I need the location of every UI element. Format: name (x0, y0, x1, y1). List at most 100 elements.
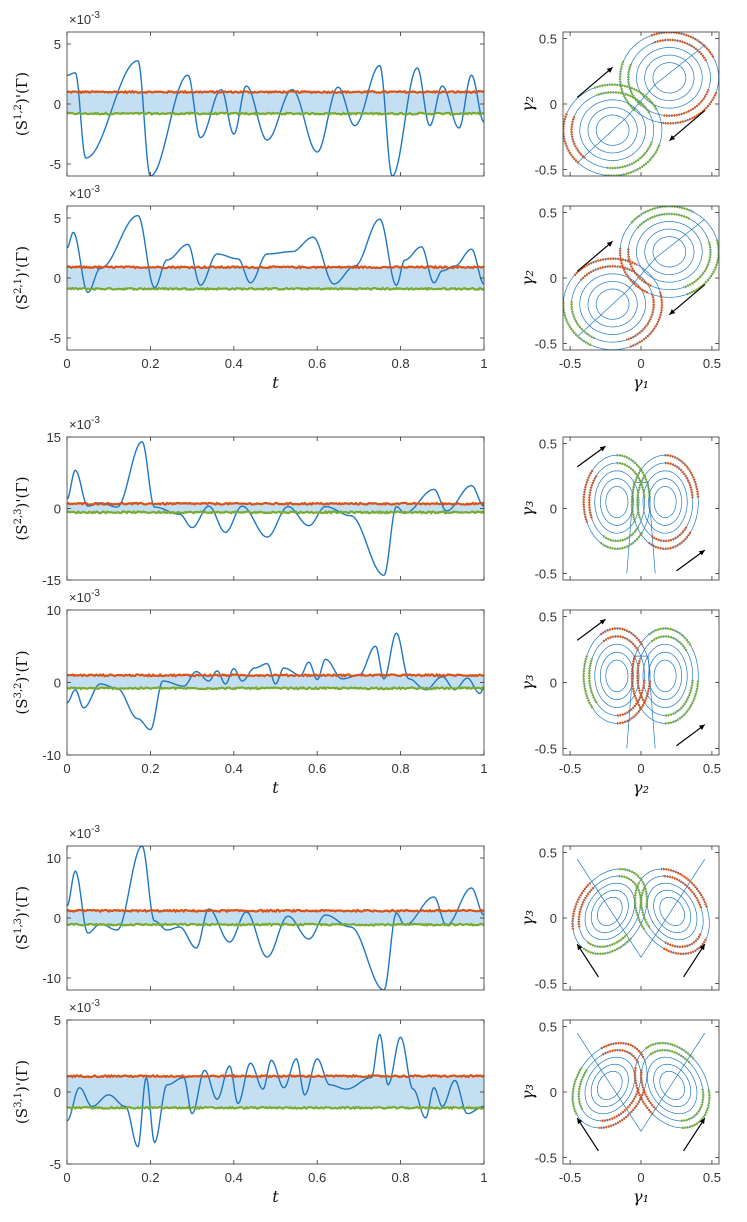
highlight-segment (636, 475, 646, 520)
highlight-segment (636, 658, 646, 704)
y-tick-label: 0 (54, 97, 61, 112)
axis-multiplier: ×10-3 (69, 415, 100, 432)
orbit-line (653, 486, 677, 518)
highlight-segment (662, 874, 703, 909)
signal-line (67, 441, 484, 576)
arrow-head-icon (698, 724, 705, 730)
orbit-line (647, 882, 698, 941)
time-plot-0: -5 0 5 ×10-3 (S1,2)'(Γ) (13, 10, 485, 177)
highlight-segment (618, 247, 649, 294)
y-tick-label: 0 (550, 97, 557, 112)
orbit-crossing (576, 44, 706, 164)
highlight-segment (630, 654, 642, 709)
y-tick-label: 5 (54, 211, 61, 226)
orbit-line (605, 486, 629, 518)
orbit-line (652, 236, 687, 268)
phase-plot-2: -0.5 0 0.5 γ₃ (518, 437, 720, 582)
highlight-segment (664, 461, 694, 499)
orbit-line (640, 875, 704, 948)
y-tick-label: 5 (54, 37, 61, 52)
arrow-head-icon (606, 241, 613, 247)
highlight-segment (615, 454, 652, 498)
orbit-line (595, 114, 630, 146)
highlight-segment (627, 63, 643, 107)
time-plot-2: -15 0 15 ×10-3 (S2,3)'(Γ) (13, 415, 485, 588)
x-axis-label: t (272, 778, 279, 797)
confidence-band (67, 91, 484, 115)
orbit-line (584, 882, 635, 941)
phase-plot-1: -0.5-0.5 0 0 0.5 0.5 γ₁ γ₂ (518, 206, 721, 392)
highlight-segment (645, 1041, 695, 1060)
highlight-segment (650, 525, 688, 543)
direction-arrow (576, 943, 599, 978)
highlight-segment (588, 475, 598, 520)
orbit-line (599, 478, 634, 526)
x-axis-label: γ₁ (633, 1187, 649, 1206)
x-axis-label: t (272, 1187, 279, 1206)
orbit-crossing (576, 1032, 706, 1132)
highlight-segment (571, 1066, 584, 1115)
confidence-band (67, 1075, 484, 1109)
x-tick-label: 0.6 (308, 356, 326, 371)
orbit-line (590, 1063, 629, 1108)
orbit-line (648, 651, 683, 700)
orbit-crossing (576, 858, 706, 958)
highlight-segment (587, 932, 629, 949)
highlight-segment (605, 143, 661, 176)
highlight-segment (588, 658, 598, 704)
orbit-line (587, 107, 638, 154)
highlight-segment (616, 679, 646, 717)
y-tick-label: 0 (54, 1085, 61, 1100)
highlight-segment (679, 1088, 705, 1122)
highlight-segment (573, 257, 638, 277)
orbit-line (584, 1056, 635, 1115)
axes-box (562, 1019, 720, 1165)
x-tick-label: 0 (63, 356, 70, 371)
y-tick-label: 0.5 (539, 206, 557, 221)
highlight-segment (652, 38, 708, 62)
highlight-segment (630, 206, 695, 224)
x-tick-label: 1 (480, 1170, 487, 1185)
orbit-line (636, 47, 703, 109)
lower-threshold-line (67, 685, 484, 691)
highlight-segment (664, 933, 702, 949)
x-tick-label: 0.4 (225, 761, 243, 776)
y-tick-label: -15 (42, 573, 61, 588)
orbit-line (644, 54, 695, 101)
y-axis-label: (S1,3)'(Γ) (13, 886, 31, 950)
arrow-head-icon (698, 550, 705, 556)
highlight-segment (648, 530, 692, 551)
highlight-segment (582, 469, 594, 524)
x-tick-label: -0.5 (559, 761, 581, 776)
highlight-segment (602, 525, 640, 543)
orbit-crossing (626, 655, 656, 749)
y-tick-label: 0.5 (539, 32, 557, 47)
x-tick-label: 0.4 (225, 356, 243, 371)
orbit-line (652, 62, 687, 94)
highlight-segment (630, 469, 642, 524)
y-tick-label: 0.5 (539, 610, 557, 625)
highlight-segment (663, 937, 708, 956)
x-tick-label: 0.5 (703, 761, 721, 776)
axis-multiplier: ×10-3 (69, 588, 100, 605)
x-tick-label: 0.8 (392, 356, 410, 371)
y-axis-label: (S3,1)'(Γ) (13, 1060, 31, 1124)
orbit-line (590, 889, 629, 934)
orbit-line (579, 273, 646, 335)
y-tick-label: 0 (54, 271, 61, 286)
highlight-segment (662, 91, 718, 125)
y-tick-label: 0 (550, 1085, 557, 1100)
highlight-segment (682, 241, 712, 289)
x-tick-label: 0.5 (703, 1170, 721, 1185)
highlight-segment (650, 635, 688, 652)
y-tick-label: 0.5 (539, 1020, 557, 1035)
x-tick-label: 0.8 (392, 761, 410, 776)
highlight-segment (577, 1069, 588, 1110)
highlight-segment (660, 867, 708, 908)
highlight-segment (596, 91, 651, 114)
signal-line (67, 214, 484, 294)
highlight-segment (580, 265, 634, 281)
highlight-segment (606, 141, 653, 170)
orbit-line (648, 478, 683, 526)
